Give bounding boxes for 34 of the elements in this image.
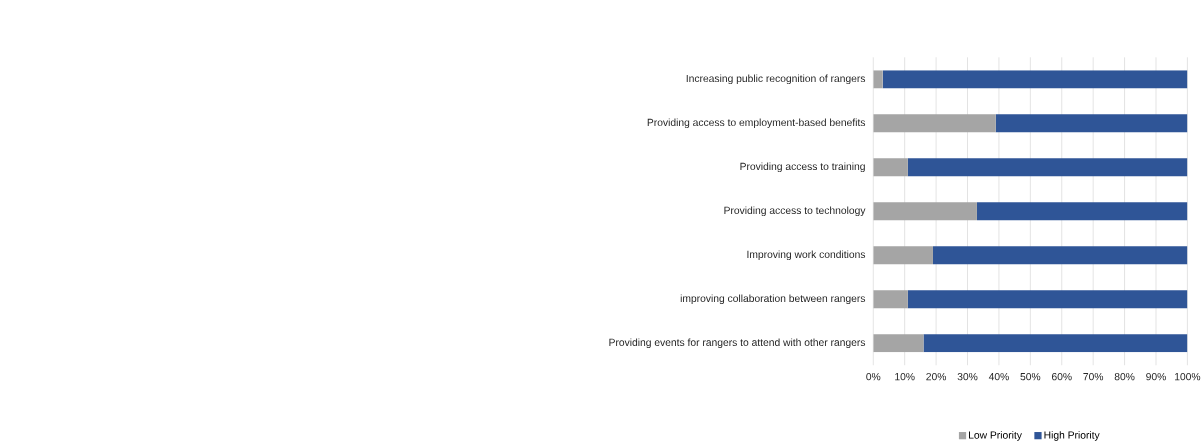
- legend-label: Low Priority: [969, 431, 1022, 441]
- bar: [907, 158, 1188, 177]
- y-tick-label: Providing events for rangers to attend with other rangers: [609, 338, 866, 348]
- bar: [873, 70, 883, 89]
- x-tick-label: 50%: [1020, 372, 1041, 381]
- bar: [976, 202, 1188, 221]
- bar: [995, 114, 1188, 133]
- bar: [873, 114, 996, 133]
- x-tick-label: 20%: [926, 372, 947, 381]
- x-tick-label: 90%: [1146, 372, 1166, 381]
- x-tick-label: 60%: [1051, 372, 1072, 381]
- x-tick-label: 0%: [866, 372, 881, 381]
- x-tick-label: 100%: [1175, 372, 1201, 381]
- bar: [873, 246, 933, 265]
- bar: [873, 290, 908, 309]
- bar: [873, 202, 977, 221]
- bar: [873, 334, 924, 353]
- bar: [923, 334, 1188, 353]
- y-tick-label: Improving work conditions: [747, 250, 866, 260]
- bar: [873, 158, 908, 177]
- x-tick-label: 80%: [1114, 372, 1135, 381]
- y-tick-label: Increasing public recognition of rangers: [686, 74, 866, 84]
- y-tick-label: Providing access to employment-based benefits: [647, 118, 866, 128]
- x-tick-label: 40%: [988, 372, 1009, 381]
- bar: [932, 246, 1188, 265]
- x-tick-label: 70%: [1083, 372, 1104, 381]
- legend-label: High Priority: [1044, 431, 1100, 441]
- x-tick-label: 30%: [957, 372, 978, 381]
- y-tick-label: Providing access to training: [740, 162, 865, 172]
- y-tick-label: Providing access to technology: [724, 206, 866, 216]
- x-tick-label: 10%: [895, 372, 915, 381]
- bar: [882, 70, 1188, 89]
- bar: [907, 290, 1188, 309]
- y-tick-label: improving collaboration between rangers: [680, 294, 866, 304]
